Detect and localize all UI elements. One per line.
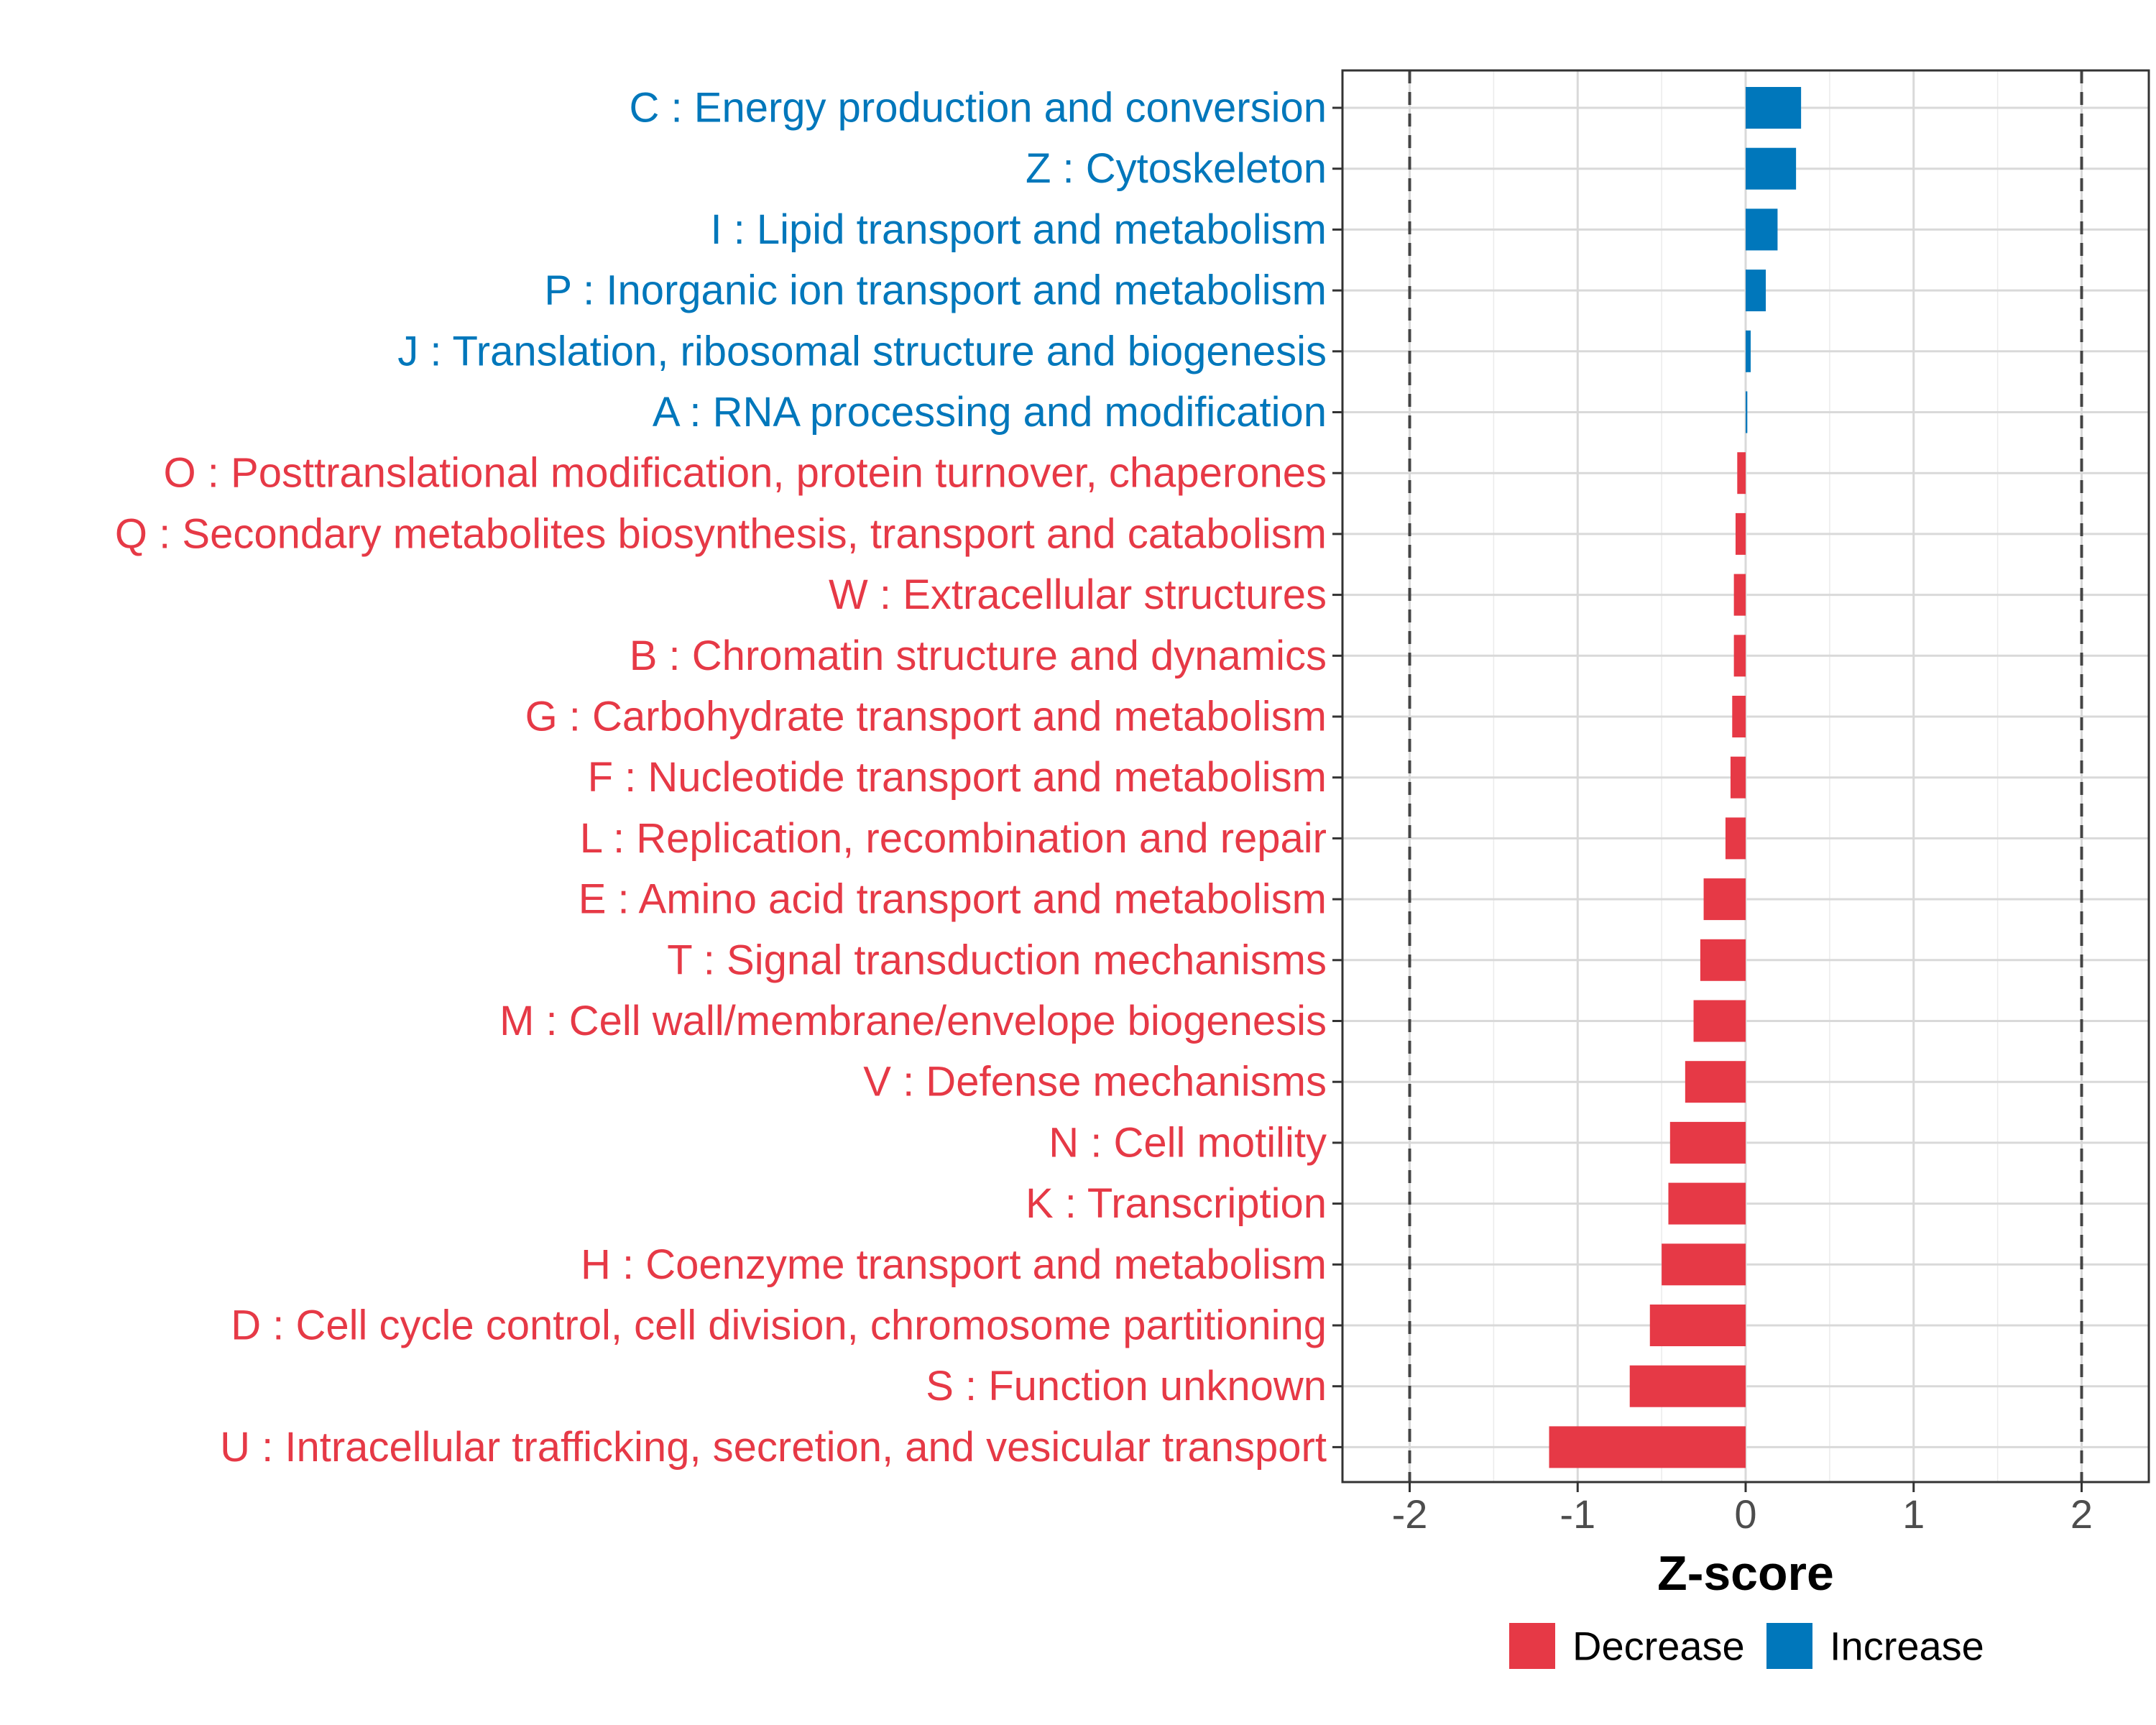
bar-c bbox=[1746, 87, 1802, 129]
bar-s bbox=[1629, 1365, 1746, 1407]
x-tick-label: 2 bbox=[2070, 1491, 2093, 1537]
bar-p bbox=[1746, 270, 1766, 312]
category-label: W : Extracellular structures bbox=[829, 571, 1327, 618]
bar-e bbox=[1703, 878, 1746, 921]
category-label: D : Cell cycle control, cell division, c… bbox=[231, 1302, 1327, 1349]
bar-n bbox=[1669, 1121, 1746, 1164]
category-label: S : Function unknown bbox=[926, 1363, 1327, 1409]
bar-q bbox=[1735, 512, 1746, 555]
x-tick-label: -2 bbox=[1392, 1491, 1428, 1537]
category-label: L : Replication, recombination and repai… bbox=[580, 815, 1327, 862]
bar-w bbox=[1733, 574, 1746, 616]
bar-u bbox=[1549, 1426, 1746, 1468]
category-label: C : Energy production and conversion bbox=[630, 85, 1327, 132]
bar-l bbox=[1725, 817, 1746, 860]
bar-v bbox=[1685, 1061, 1746, 1103]
bar-o bbox=[1737, 452, 1746, 494]
x-axis-title: Z-score bbox=[1657, 1546, 1834, 1601]
category-label: N : Cell motility bbox=[1049, 1119, 1327, 1166]
y-axis: C : Energy production and conversion Z : … bbox=[115, 85, 1342, 1471]
x-tick-label: 1 bbox=[1902, 1491, 1925, 1537]
x-tick-label: -1 bbox=[1560, 1491, 1595, 1537]
bar-f bbox=[1730, 756, 1746, 799]
bar-b bbox=[1733, 635, 1746, 677]
bar-g bbox=[1732, 696, 1746, 737]
x-axis: -2 -1 0 1 2 bbox=[1392, 1482, 2093, 1537]
category-label: K : Transcription bbox=[1026, 1180, 1327, 1227]
bar-k bbox=[1668, 1182, 1746, 1225]
reference-lines bbox=[1408, 70, 2083, 1482]
bar-m bbox=[1693, 1000, 1746, 1042]
category-label: U : Intracellular trafficking, secretion… bbox=[220, 1424, 1327, 1471]
category-label: O : Posttranslational modification, prot… bbox=[164, 450, 1327, 497]
bar-i bbox=[1746, 208, 1778, 251]
category-label: J : Translation, ribosomal structure and… bbox=[397, 328, 1327, 374]
category-label: I : Lipid transport and metabolism bbox=[710, 206, 1327, 253]
category-label: E : Amino acid transport and metabolism bbox=[579, 876, 1327, 923]
bar-a bbox=[1746, 391, 1748, 433]
x-tick-label: 0 bbox=[1734, 1491, 1756, 1537]
category-label: A : RNA processing and modification bbox=[653, 389, 1327, 436]
category-label: H : Coenzyme transport and metabolism bbox=[581, 1241, 1327, 1288]
bar-d bbox=[1649, 1305, 1746, 1346]
category-label: F : Nucleotide transport and metabolism bbox=[588, 754, 1327, 801]
category-label: P : Inorganic ion transport and metaboli… bbox=[544, 267, 1327, 314]
bar-t bbox=[1700, 939, 1746, 981]
legend: Decrease Increase bbox=[1509, 1623, 1984, 1669]
category-label: G : Carbohydrate transport and metabolis… bbox=[525, 694, 1327, 740]
bar-j bbox=[1746, 330, 1751, 372]
category-label: M : Cell wall/membrane/envelope biogenes… bbox=[499, 998, 1327, 1044]
legend-swatch bbox=[1509, 1623, 1555, 1669]
category-label: B : Chromatin structure and dynamics bbox=[630, 632, 1327, 679]
category-label: Z : Cytoskeleton bbox=[1026, 145, 1327, 192]
category-label: V : Defense mechanisms bbox=[863, 1059, 1327, 1105]
bars-layer bbox=[1549, 87, 1802, 1468]
category-label: T : Signal transduction mechanisms bbox=[667, 937, 1327, 983]
bar-h bbox=[1662, 1243, 1746, 1286]
category-label: Q : Secondary metabolites biosynthesis, … bbox=[115, 510, 1327, 557]
legend-label: Increase bbox=[1830, 1624, 1984, 1669]
bar-z bbox=[1746, 147, 1797, 190]
legend-label: Decrease bbox=[1572, 1624, 1745, 1669]
legend-swatch bbox=[1766, 1623, 1812, 1669]
